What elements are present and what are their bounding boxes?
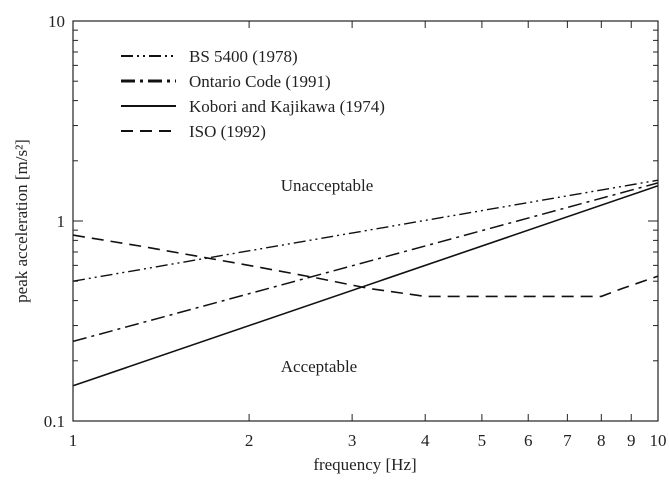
- x-axis-title: frequency [Hz]: [313, 455, 416, 474]
- plot-frame: [72, 20, 659, 422]
- unacceptable-label: Unacceptable: [281, 176, 374, 195]
- x-tick-label: 7: [563, 431, 572, 450]
- x-tick-label: 2: [245, 431, 254, 450]
- legend-label: Ontario Code (1991): [189, 72, 331, 91]
- x-tick-label: 8: [597, 431, 606, 450]
- legend: BS 5400 (1978) Ontario Code (1991) Kobori …: [121, 47, 385, 141]
- x-tick-label: 1: [69, 431, 78, 450]
- x-tick-label: 3: [348, 431, 357, 450]
- legend-label: BS 5400 (1978): [189, 47, 298, 66]
- series-line-1: [72, 182, 659, 343]
- series-line-2: [72, 185, 659, 387]
- series-group: [72, 179, 659, 387]
- x-tick-label: 9: [627, 431, 636, 450]
- y-tick-label: 10: [48, 12, 65, 31]
- acceptable-label: Acceptable: [281, 357, 357, 376]
- y-tick-label: 1: [57, 212, 66, 231]
- series-line-0: [72, 179, 659, 282]
- x-tick-label: 6: [524, 431, 533, 450]
- legend-label: ISO (1992): [189, 122, 266, 141]
- x-tick-label: 10: [650, 431, 667, 450]
- legend-label: Kobori and Kajikawa (1974): [189, 97, 385, 116]
- series-line-3: [72, 234, 659, 298]
- x-tick-label: 4: [421, 431, 430, 450]
- y-tick-label: 0.1: [44, 412, 65, 431]
- y-axis-title: peak acceleration [m/s²]: [12, 139, 31, 303]
- x-tick-label: 5: [478, 431, 487, 450]
